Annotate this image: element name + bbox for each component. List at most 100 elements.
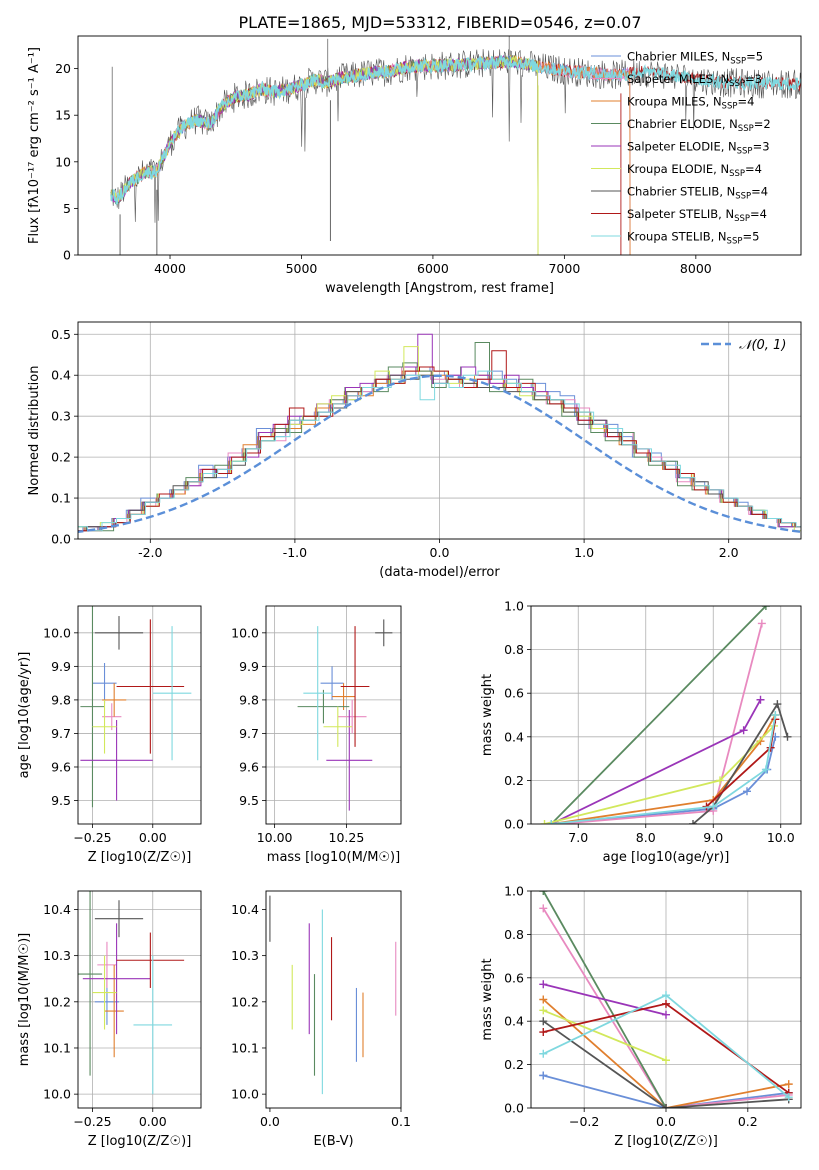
- weight-marker: [539, 904, 548, 913]
- legend-label-text: Chabrier ELODIE, N: [627, 117, 738, 131]
- x-tick-label: 0.00: [139, 1114, 167, 1129]
- weight-marker: [540, 820, 549, 824]
- legend-label-sub: SSP: [729, 79, 745, 89]
- y-tick-label: 0.0: [504, 1101, 524, 1116]
- x-tick-label: 10.00: [257, 830, 293, 845]
- x-tick-label: 1.0: [574, 545, 594, 560]
- weight-marker: [761, 765, 770, 774]
- y-axis-label: mass weight: [480, 674, 495, 756]
- x-tick-label: 6000: [417, 261, 449, 276]
- legend-label: Kroupa STELIB, NSSP=5: [627, 230, 759, 247]
- y-tick-label: 0.1: [51, 491, 71, 506]
- histogram-step: [78, 374, 801, 532]
- weight-line: [542, 907, 789, 1108]
- y-tick-label: 9.6: [239, 759, 259, 774]
- x-tick-label: 0.0: [656, 1114, 676, 1129]
- x-axis-label: age [log10(age/yr)]: [603, 850, 730, 865]
- legend-label: Chabrier ELODIE, NSSP=2: [627, 117, 771, 134]
- legend-label: 𝒩(0, 1): [739, 338, 786, 353]
- weight-marker: [757, 619, 766, 628]
- x-tick-label: -1.0: [283, 545, 307, 560]
- y-tick-label: 10.3: [43, 948, 71, 963]
- spectrum-line: [110, 54, 539, 255]
- x-tick-label: −0.25: [73, 1114, 111, 1129]
- x-axis-label: wavelength [Angstrom, rest frame]: [325, 281, 554, 296]
- weight-marker: [784, 1080, 793, 1089]
- weight-marker: [547, 820, 556, 824]
- axes-frame: [77, 35, 802, 256]
- y-tick-label: 10: [55, 154, 71, 169]
- legend-label-text: Salpeter ELODIE, N: [627, 140, 737, 154]
- x-tick-label: 2.0: [719, 545, 739, 560]
- legend-label: Salpeter ELODIE, NSSP=3: [627, 140, 770, 157]
- axes-frame: [77, 321, 802, 540]
- y-tick-label: 10.0: [231, 625, 259, 640]
- y-tick-label: 1.0: [504, 884, 524, 899]
- weight-marker: [539, 891, 548, 895]
- plot-area-age_vs_Z: [80, 606, 192, 808]
- weight-marker: [716, 776, 724, 785]
- x-axis-label: Z [log10(Z/Z☉)]: [88, 850, 192, 865]
- y-tick-label: 0.4: [504, 1014, 524, 1029]
- legend-label-value: =5: [746, 50, 763, 64]
- histogram-step: [78, 370, 801, 532]
- y-tick-label: 0.0: [504, 817, 524, 832]
- y-axis-label: Normed distribution: [27, 366, 42, 496]
- x-axis-label: Z [log10(Z/Z☉)]: [614, 1134, 718, 1149]
- y-tick-label: 9.7: [51, 726, 71, 741]
- y-tick-label: 10.2: [43, 994, 71, 1009]
- x-tick-label: 5000: [286, 261, 318, 276]
- x-tick-label: 0.0: [430, 545, 450, 560]
- weight-marker: [539, 1006, 548, 1015]
- y-tick-label: 0.2: [504, 773, 524, 788]
- weight-marker: [539, 1049, 548, 1058]
- legend-label-value: =5: [742, 230, 759, 244]
- weight-marker: [773, 700, 782, 709]
- legend-label-sub: SSP: [729, 169, 745, 179]
- axes-frame: [265, 890, 402, 1109]
- figure-title: PLATE=1865, MJD=53312, FIBERID=0546, z=0…: [238, 13, 641, 32]
- legend-label-value: =4: [737, 95, 754, 109]
- weight-marker: [739, 726, 748, 735]
- weight-marker: [756, 695, 765, 704]
- histogram-step: [78, 350, 801, 532]
- y-tick-label: 10.3: [231, 948, 259, 963]
- plot-area-mass_vs_Z: [78, 891, 185, 1095]
- legend-label-sub: SSP: [722, 102, 738, 112]
- axes-frame: [265, 605, 402, 825]
- y-tick-label: 1.0: [504, 599, 524, 614]
- legend-label: Salpeter STELIB, NSSP=4: [627, 207, 767, 224]
- plot-area-age_vs_mass: [297, 619, 393, 811]
- x-axis-label: mass [log10(M/M☉)]: [267, 850, 400, 865]
- y-tick-label: 0.0: [51, 532, 71, 547]
- weight-marker: [743, 787, 751, 796]
- weight-line: [544, 725, 775, 824]
- weight-line: [542, 1020, 789, 1108]
- y-tick-label: 15: [55, 108, 71, 123]
- x-axis-label: Z [log10(Z/Z☉)]: [88, 1134, 192, 1149]
- weight-marker: [783, 732, 792, 741]
- weight-line: [543, 983, 667, 1016]
- legend-label: Kroupa MILES, NSSP=4: [627, 95, 754, 112]
- x-tick-label: 8000: [680, 261, 712, 276]
- y-tick-label: 9.5: [239, 793, 259, 808]
- weight-marker: [662, 999, 670, 1008]
- weight-line: [542, 1009, 667, 1062]
- x-tick-label: 10.0: [767, 830, 795, 845]
- panel-residuals: -2.0 -1.0 0.0 1.0 2.0 0.0 0.1 0.2 0.3 0.4 0.5 (data…: [27, 321, 802, 580]
- weight-line: [542, 998, 789, 1108]
- legend-label-value: =4: [750, 207, 767, 221]
- y-tick-label: 0.6: [504, 686, 524, 701]
- weight-marker: [539, 1017, 548, 1026]
- normal-curve: [78, 374, 801, 534]
- legend-label-value: =4: [751, 185, 768, 199]
- axes-frame: [530, 605, 802, 825]
- y-tick-label: 10.0: [43, 1087, 71, 1102]
- weight-line: [551, 714, 777, 824]
- legend-label-sub: SSP: [735, 192, 751, 202]
- histogram-step: [78, 366, 801, 532]
- legend-label-text: Kroupa MILES, N: [627, 95, 722, 109]
- legend-label-text: Kroupa STELIB, N: [627, 230, 727, 244]
- legend-label-value: =4: [745, 162, 762, 176]
